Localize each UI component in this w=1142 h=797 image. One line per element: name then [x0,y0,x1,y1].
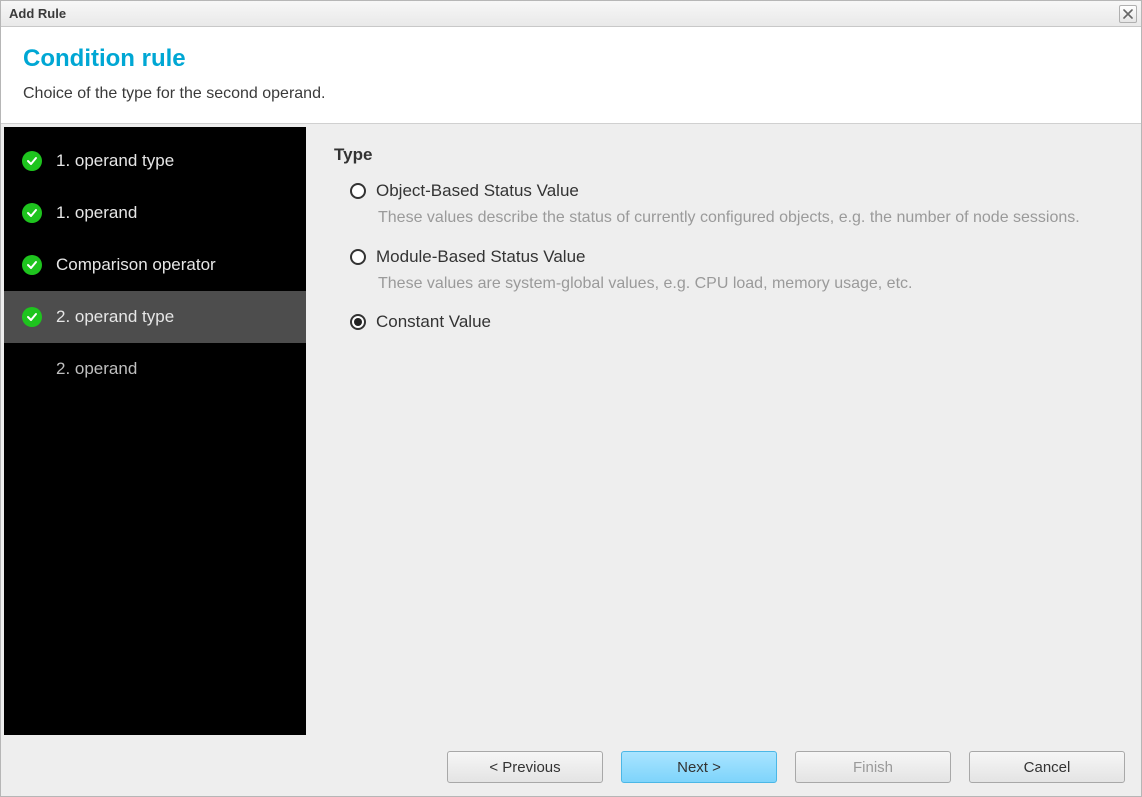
option-object-based: Object-Based Status Value These values d… [334,181,1110,229]
check-icon [22,255,42,275]
next-button[interactable]: Next > [621,751,777,783]
radio-icon [350,249,366,265]
radio-icon [350,314,366,330]
option-constant-value: Constant Value [334,312,1110,332]
wizard-steps-sidebar: 1. operand type 1. operand Comparison op… [4,127,306,735]
option-description: These values describe the status of curr… [378,207,1110,229]
window-title: Add Rule [9,6,1119,21]
check-icon [22,203,42,223]
step-bullet-empty [22,359,42,379]
option-description: These values are system-global values, e… [378,273,1110,295]
step-comparison-operator[interactable]: Comparison operator [4,239,306,291]
step-label: Comparison operator [56,255,216,275]
cancel-button[interactable]: Cancel [969,751,1125,783]
option-label: Object-Based Status Value [376,181,579,201]
titlebar: Add Rule [1,1,1141,27]
finish-button: Finish [795,751,951,783]
radio-object-based[interactable]: Object-Based Status Value [350,181,1110,201]
option-module-based: Module-Based Status Value These values a… [334,247,1110,295]
page-subtitle: Choice of the type for the second operan… [23,85,1119,103]
radio-module-based[interactable]: Module-Based Status Value [350,247,1110,267]
type-section-label: Type [334,145,1110,165]
check-icon [22,151,42,171]
step-label: 2. operand type [56,307,174,327]
step-label: 2. operand [56,359,137,379]
wizard-footer: < Previous Next > Finish Cancel [1,738,1141,796]
wizard-content: Type Object-Based Status Value These val… [306,127,1138,735]
step-operand2[interactable]: 2. operand [4,343,306,395]
step-operand1[interactable]: 1. operand [4,187,306,239]
close-icon[interactable] [1119,5,1137,23]
add-rule-dialog: Add Rule Condition rule Choice of the ty… [0,0,1142,797]
step-operand1-type[interactable]: 1. operand type [4,135,306,187]
check-icon [22,307,42,327]
wizard-body: 1. operand type 1. operand Comparison op… [1,124,1141,738]
radio-icon [350,183,366,199]
option-label: Module-Based Status Value [376,247,585,267]
wizard-header: Condition rule Choice of the type for th… [1,27,1141,124]
step-operand2-type[interactable]: 2. operand type [4,291,306,343]
radio-constant-value[interactable]: Constant Value [350,312,1110,332]
previous-button[interactable]: < Previous [447,751,603,783]
step-label: 1. operand type [56,151,174,171]
page-title: Condition rule [23,45,1119,73]
step-label: 1. operand [56,203,137,223]
option-label: Constant Value [376,312,491,332]
